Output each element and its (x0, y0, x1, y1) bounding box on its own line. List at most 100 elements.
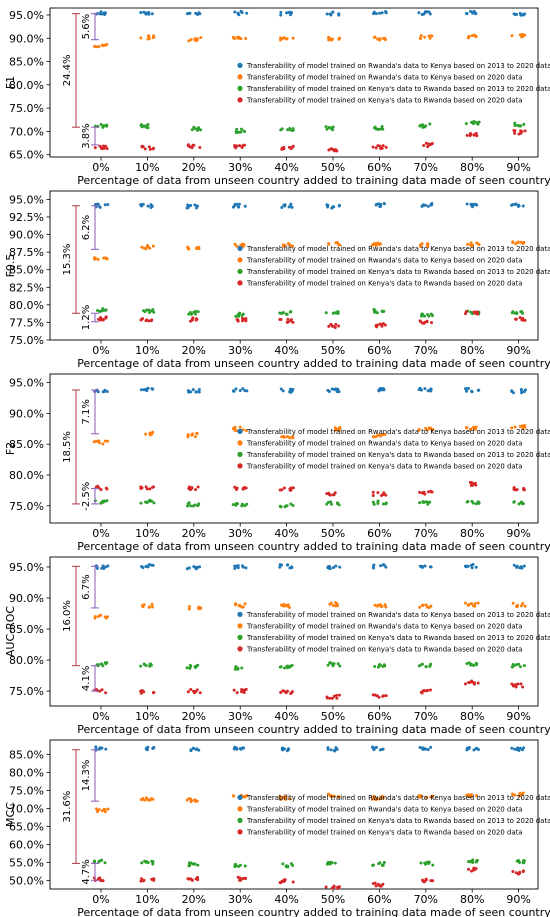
data-point (241, 605, 245, 609)
data-point (197, 388, 201, 392)
bracket-label: 4.7% (81, 859, 92, 884)
data-point (139, 36, 143, 40)
data-point (426, 500, 430, 504)
axes-frame (49, 7, 539, 158)
bracket-label: 1.2% (81, 305, 92, 330)
data-point (382, 563, 386, 567)
data-point (234, 387, 238, 391)
data-point (146, 204, 150, 208)
data-point (143, 147, 147, 151)
x-tick-label: 60% (367, 893, 391, 906)
data-point (195, 688, 199, 692)
data-point (334, 693, 338, 697)
data-point (187, 501, 191, 505)
data-point (149, 319, 153, 323)
data-point (288, 797, 292, 801)
data-point (423, 564, 427, 568)
data-point (288, 204, 292, 208)
data-point (471, 858, 475, 862)
bracket-label: 18.5% (62, 431, 73, 463)
data-point (378, 861, 382, 865)
y-tick-label: 75.0% (9, 784, 44, 797)
data-point (515, 564, 519, 568)
data-point (464, 122, 468, 126)
data-point (332, 662, 336, 666)
data-point (468, 859, 472, 863)
data-point (425, 605, 429, 609)
data-point (512, 487, 516, 491)
data-point (188, 485, 192, 489)
data-point (147, 308, 151, 312)
data-point (286, 689, 290, 693)
data-point (516, 682, 520, 686)
data-point (187, 12, 191, 16)
data-point (337, 693, 341, 697)
data-point (240, 146, 244, 150)
data-point (151, 860, 155, 864)
data-point (151, 862, 155, 866)
data-point (97, 808, 101, 812)
data-point (335, 696, 339, 700)
data-point (291, 436, 295, 440)
data-point (279, 691, 283, 695)
data-point (325, 695, 329, 699)
data-point (431, 314, 435, 318)
data-point (421, 747, 425, 751)
data-point (101, 664, 105, 668)
data-point (419, 34, 423, 38)
data-point (189, 748, 193, 752)
data-point (236, 564, 240, 568)
data-point (522, 664, 526, 668)
data-point (384, 694, 388, 698)
axes-frame (49, 556, 539, 707)
data-point (139, 664, 143, 668)
data-point (242, 129, 246, 133)
data-point (148, 147, 152, 151)
data-point (284, 794, 288, 798)
legend: Transferability of model trained on Rwan… (237, 62, 550, 104)
data-point (290, 205, 294, 209)
legend-label: Transferability of model trained on Keny… (246, 268, 550, 276)
data-point (245, 11, 249, 15)
data-point (237, 13, 241, 17)
x-tick-label: 20% (182, 344, 206, 357)
y-axis-label: F0.5 (4, 254, 17, 278)
data-point (105, 147, 109, 151)
data-point (197, 502, 201, 506)
data-point (376, 665, 380, 669)
data-point (376, 37, 380, 41)
y-tick-label: 77.5% (9, 316, 44, 329)
data-point (519, 310, 523, 314)
data-point (245, 794, 249, 798)
data-point (519, 129, 523, 133)
data-point (378, 797, 382, 801)
data-point (333, 749, 337, 753)
data-point (101, 307, 105, 311)
data-point (338, 243, 342, 247)
data-point (240, 666, 244, 670)
data-point (197, 247, 201, 251)
legend-label: Transferability of model trained on Keny… (246, 279, 523, 287)
data-point (185, 567, 189, 571)
data-point (327, 35, 331, 39)
y-tick-label: 50.0% (9, 874, 44, 887)
x-tick-label: 70% (414, 161, 438, 174)
data-point (422, 144, 426, 148)
data-point (371, 435, 375, 439)
data-point (379, 127, 383, 131)
data-point (140, 861, 144, 865)
data-point (237, 313, 241, 317)
data-point (329, 500, 333, 504)
data-point (140, 245, 144, 249)
x-tick-label: 30% (228, 527, 252, 540)
y-tick-label: 65.0% (9, 820, 44, 833)
x-tick-label: 40% (274, 710, 298, 723)
data-point (470, 566, 474, 570)
data-point (187, 39, 191, 43)
data-point (424, 665, 428, 669)
data-point (326, 388, 330, 392)
legend-label: Transferability of model trained on Rwan… (246, 73, 523, 81)
data-point (140, 877, 144, 881)
data-point (187, 605, 191, 609)
data-point (190, 486, 194, 490)
